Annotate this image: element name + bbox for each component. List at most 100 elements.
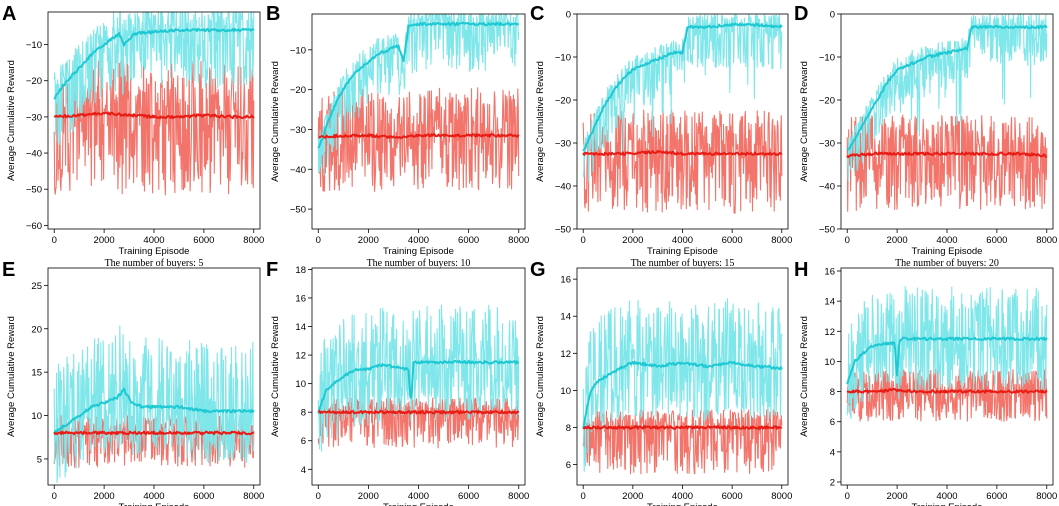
x-tick-label: 8000 (771, 235, 792, 246)
y-tick-label: 10 (560, 386, 571, 397)
y-tick-label: −10 (819, 53, 835, 64)
raw-buyer-trace (846, 14, 1048, 182)
smoothed-buyer-line (53, 387, 255, 435)
smoothed-seller-line (53, 430, 255, 436)
x-tick-label: 0 (52, 491, 57, 502)
panel-c: 0 2000 4000 6000 8000 −50 −40 −30 −20 −10 0 Trainin… (530, 3, 792, 269)
plot-area (53, 325, 255, 484)
x-tick-label: 0 (316, 491, 321, 502)
y-tick-label: −10 (26, 40, 42, 51)
x-tick-label: 4000 (936, 235, 957, 246)
plot-area (582, 14, 783, 214)
y-tick-label: −10 (290, 45, 306, 56)
panel-letter: D (794, 3, 808, 25)
x-tick-label: 2000 (887, 235, 908, 246)
panel-letter: B (266, 3, 280, 25)
y-tick-label: 16 (295, 293, 306, 304)
smoothed-buyer-line (582, 22, 783, 152)
plot-area (582, 298, 783, 475)
panel-h: 0 2000 4000 6000 8000 2 4 6 8 10 12 14 16 Training Ep… (794, 259, 1057, 506)
y-tick-label: −30 (290, 125, 306, 136)
smoothed-seller-line (318, 133, 520, 139)
x-tick-label: 2000 (622, 491, 643, 502)
x-tick-label: 0 (316, 235, 321, 246)
x-tick-label: 8000 (771, 491, 792, 502)
raw-seller-trace (53, 60, 255, 196)
y-axis-title: Average Cumulative Reward (799, 61, 810, 182)
y-tick-label: −40 (819, 182, 835, 193)
x-tick-label: 6000 (722, 235, 743, 246)
y-tick-label: −50 (26, 185, 42, 196)
x-tick-label: 8000 (243, 235, 264, 246)
x-tick-label: 6000 (193, 235, 214, 246)
smoothed-seller-line (582, 425, 783, 430)
y-tick-label: 6 (830, 417, 835, 428)
y-tick-label: 16 (560, 275, 571, 286)
plot-area (317, 304, 520, 452)
panel-letter: H (794, 259, 808, 281)
x-tick-label: 6000 (986, 491, 1007, 502)
y-tick-label: −50 (819, 225, 835, 236)
plot-area (317, 14, 520, 192)
y-tick-label: 12 (560, 349, 571, 360)
y-tick-label: −30 (26, 112, 42, 123)
x-axis-title: Training Episode (647, 246, 718, 257)
y-tick-label: 2 (830, 477, 835, 488)
x-tick-label: 4000 (936, 491, 957, 502)
x-tick-label: 6000 (722, 491, 743, 502)
x-tick-label: 8000 (508, 491, 529, 502)
smoothed-seller-line (846, 388, 1048, 394)
y-tick-label: 14 (560, 312, 571, 323)
panel-letter: E (2, 259, 15, 281)
raw-buyer-trace (582, 14, 783, 182)
y-tick-label: −30 (555, 139, 571, 150)
y-tick-label: 10 (295, 379, 306, 390)
panel-caption: The number of buyers: 15 (631, 258, 735, 269)
y-tick-label: −40 (290, 165, 306, 176)
y-tick-label: −20 (290, 85, 306, 96)
smoothed-seller-line (582, 149, 783, 156)
y-tick-label: 15 (31, 368, 42, 379)
y-tick-label: 6 (301, 436, 306, 447)
x-tick-label: 2000 (887, 491, 908, 502)
panel-g: 0 2000 4000 6000 8000 6 8 10 12 14 16 Training Epis… (530, 259, 792, 506)
y-tick-label: −20 (555, 96, 571, 107)
plot-area (53, 12, 255, 196)
y-tick-label: 12 (295, 351, 306, 362)
y-tick-label: −20 (26, 76, 42, 87)
x-tick-label: 2000 (622, 235, 643, 246)
raw-buyer-trace (317, 14, 520, 176)
y-tick-label: −10 (555, 53, 571, 64)
x-tick-label: 0 (52, 235, 57, 246)
y-tick-label: 20 (31, 324, 42, 335)
y-tick-label: 0 (830, 10, 835, 21)
smoothed-buyer-line (582, 360, 783, 429)
y-tick-label: 14 (295, 322, 306, 333)
x-tick-label: 4000 (408, 491, 429, 502)
y-axis-title: Average Cumulative Reward (535, 61, 546, 182)
x-tick-label: 6000 (986, 235, 1007, 246)
y-tick-label: −50 (290, 205, 306, 216)
panel-a: 0 2000 4000 6000 8000 −60 −50 −40 −30 −20 −10 Train… (2, 3, 264, 269)
x-axis-title: Training Episode (912, 246, 983, 257)
y-tick-label: −50 (555, 225, 571, 236)
raw-buyer-trace (582, 298, 783, 473)
smoothed-seller-line (53, 111, 255, 120)
y-tick-label: −60 (26, 221, 42, 232)
plot-area (846, 286, 1048, 422)
y-tick-label: −40 (26, 149, 42, 160)
smoothed-buyer-line (846, 24, 1048, 151)
x-tick-label: 6000 (193, 491, 214, 502)
x-axis-title: Training Episode (383, 502, 454, 506)
raw-seller-trace (582, 409, 783, 475)
y-tick-label: 8 (301, 408, 306, 419)
x-tick-label: 2000 (94, 491, 115, 502)
y-tick-label: 14 (824, 297, 835, 308)
panel-b: 0 2000 4000 6000 8000 −50 −40 −30 −20 −10 Training… (266, 3, 529, 269)
x-tick-label: 2000 (94, 235, 115, 246)
panel-letter: A (2, 3, 16, 25)
raw-seller-trace (317, 397, 520, 449)
y-tick-label: 0 (566, 10, 571, 21)
x-tick-label: 4000 (672, 491, 693, 502)
y-axis-title: Average Cumulative Reward (270, 61, 281, 182)
